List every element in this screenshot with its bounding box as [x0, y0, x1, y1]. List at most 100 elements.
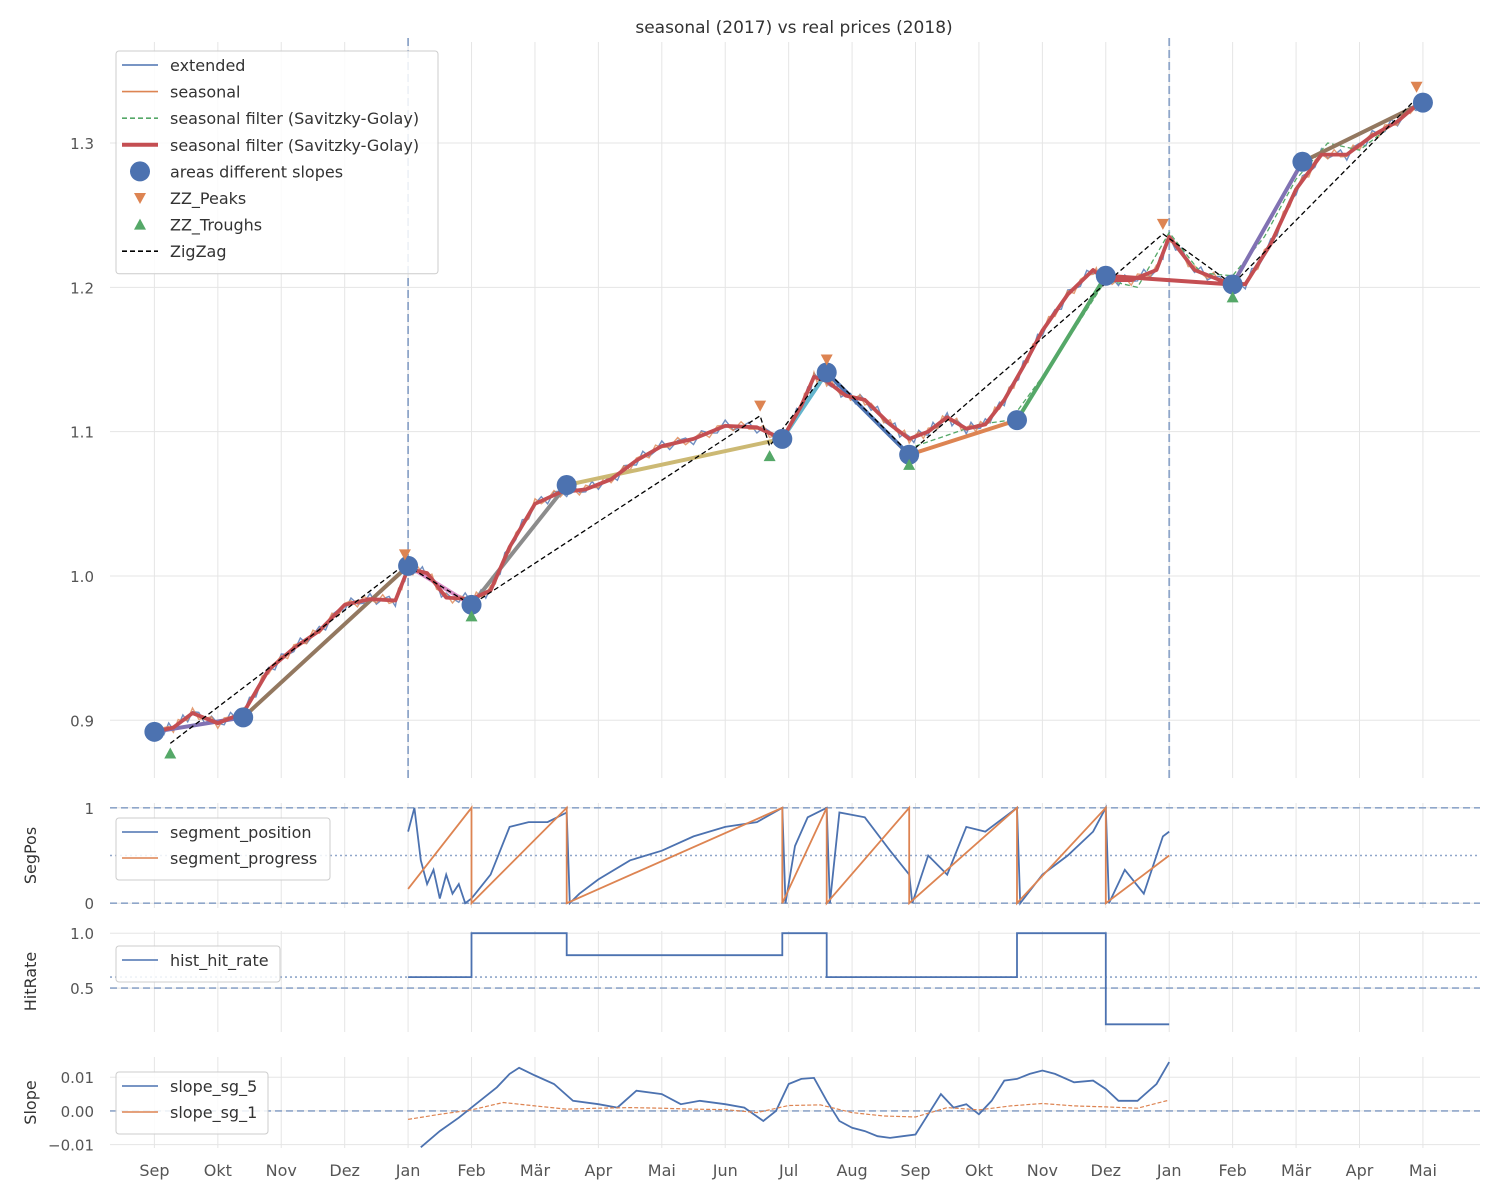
- x-tick-label: Mai: [1409, 1161, 1437, 1180]
- legend-label: seasonal filter (Savitzky-Golay): [170, 136, 419, 155]
- series-seasonal-filter-dashed-line: [915, 102, 1424, 447]
- legend-marker: [134, 193, 146, 204]
- legend-marker: [130, 161, 150, 182]
- slope-segment-line: [241, 563, 411, 720]
- y-tick-label: 0.00: [61, 1103, 94, 1121]
- slope-area-point: [772, 428, 793, 449]
- legend-label: seasonal: [170, 83, 241, 102]
- zz-trough-marker: [1226, 291, 1239, 303]
- slope-area-point: [398, 555, 419, 576]
- slope-area-point: [144, 721, 165, 742]
- main-panel: 0.9 1.0 1.1 1.2 1.3 extended seasonal seasonal …: [70, 38, 1480, 778]
- x-tick-label: Sep: [139, 1161, 169, 1180]
- x-tick-label: Jan: [395, 1161, 421, 1180]
- zz-peak-marker: [754, 400, 767, 412]
- zz-peak-marker: [820, 354, 833, 366]
- zz-peak-marker: [1410, 81, 1423, 93]
- legend-label: segment_progress: [170, 849, 317, 869]
- x-axis: Sep Okt Nov Dez Jan Feb Mär Apr Mai Jun Jul Aug Sep O…: [139, 1161, 1437, 1180]
- slope-area-point: [1006, 410, 1027, 431]
- legend-label: slope_sg_5: [170, 1077, 257, 1097]
- legend-label: ZZ_Troughs: [170, 216, 262, 236]
- zz-peak-marker: [398, 549, 411, 561]
- y-tick-label: 1.1: [70, 424, 94, 442]
- legend-marker: [134, 218, 146, 230]
- slope-area-point: [816, 362, 837, 383]
- x-tick-label: Jan: [1156, 1161, 1182, 1180]
- y-tick-label: 1.0: [70, 925, 94, 943]
- slope-segment-line: [1014, 273, 1108, 423]
- x-tick-label: Okt: [204, 1161, 232, 1180]
- slope-segment-line: [469, 483, 569, 607]
- series-slope-sg-1-line: [408, 1099, 1170, 1120]
- x-tick-label: Feb: [1218, 1161, 1246, 1180]
- x-tick-label: Mai: [648, 1161, 676, 1180]
- legend-label: seasonal filter (Savitzky-Golay): [170, 109, 419, 128]
- y-tick-label: 0.9: [70, 712, 94, 730]
- x-tick-label: Apr: [585, 1161, 613, 1180]
- slope-area-point: [899, 444, 920, 465]
- x-tick-label: Jun: [712, 1161, 738, 1180]
- slope-segment-line: [564, 436, 785, 488]
- series-zigzag-line: [169, 97, 1418, 744]
- y-tick-label: −0.01: [48, 1137, 94, 1155]
- x-tick-label: Okt: [965, 1161, 993, 1180]
- x-tick-label: Apr: [1346, 1161, 1374, 1180]
- zz-trough-marker: [465, 610, 478, 622]
- slope-area-point: [1095, 265, 1116, 286]
- zz-trough-marker: [763, 450, 776, 462]
- legend-box: [115, 1071, 269, 1135]
- y-axis-label: HitRate: [21, 952, 40, 1011]
- slope-area-point: [1292, 151, 1313, 172]
- y-tick-label: 1.3: [70, 135, 94, 153]
- x-tick-label: Mär: [520, 1161, 551, 1180]
- series-savitzky-golay-line: [153, 98, 1425, 734]
- legend-label: segment_position: [170, 823, 312, 843]
- slope-area-point: [233, 707, 254, 728]
- y-axis-label: Slope: [21, 1080, 40, 1124]
- slope-area-point: [1412, 92, 1433, 113]
- y-tick-label: 1.0: [70, 568, 94, 586]
- legend-label: extended: [170, 56, 245, 75]
- x-tick-label: Nov: [266, 1161, 297, 1180]
- slope-area-point: [461, 594, 482, 615]
- series-segment-progress-line: [407, 805, 1170, 906]
- x-tick-label: Dez: [329, 1161, 360, 1180]
- zz-trough-marker: [903, 458, 916, 470]
- x-tick-label: Nov: [1027, 1161, 1058, 1180]
- x-tick-label: Dez: [1091, 1161, 1122, 1180]
- y-tick-label: 0.01: [61, 1069, 94, 1087]
- legend-label: hist_hit_rate: [170, 951, 269, 971]
- legend-box: [115, 945, 281, 983]
- y-tick-label: 1.2: [70, 279, 94, 297]
- x-tick-label: Jul: [778, 1161, 798, 1180]
- slope-panel: −0.01 0.00 0.01 Slope slope_sg_5 slope_sg_1: [21, 1057, 1480, 1155]
- y-tick-label: 0.5: [70, 980, 94, 998]
- y-tick-label: 0: [84, 895, 94, 913]
- slope-area-point: [556, 475, 577, 496]
- legend-label: areas different slopes: [170, 162, 343, 181]
- x-tick-label: Aug: [836, 1161, 867, 1180]
- series-hist-hit-rate-line: [408, 932, 1170, 1026]
- legend-box: [115, 50, 439, 275]
- slope-segment-line: [824, 370, 912, 457]
- chart-title: seasonal (2017) vs real prices (2018): [635, 18, 952, 38]
- slope-segment-line: [1230, 159, 1305, 287]
- x-tick-label: Mär: [1281, 1161, 1312, 1180]
- hitrate-panel: 0.5 1.0 HitRate hist_hit_rate: [21, 925, 1480, 1032]
- x-tick-label: Feb: [457, 1161, 485, 1180]
- slope-area-point: [1222, 274, 1243, 295]
- slope-segment-line: [907, 418, 1019, 457]
- legend-label: ZZ_Peaks: [170, 189, 246, 209]
- legend-label: ZigZag: [170, 242, 226, 261]
- x-tick-label: Sep: [900, 1161, 930, 1180]
- y-axis-label: SegPos: [21, 827, 40, 884]
- zz-peak-marker: [1156, 218, 1169, 230]
- legend-box: [115, 817, 331, 881]
- zz-trough-marker: [164, 747, 177, 759]
- legend-label: slope_sg_1: [170, 1103, 257, 1123]
- slope-segment-line: [1103, 273, 1235, 287]
- y-tick-label: 1: [84, 800, 94, 818]
- series-slope-sg-5-line: [420, 1061, 1170, 1148]
